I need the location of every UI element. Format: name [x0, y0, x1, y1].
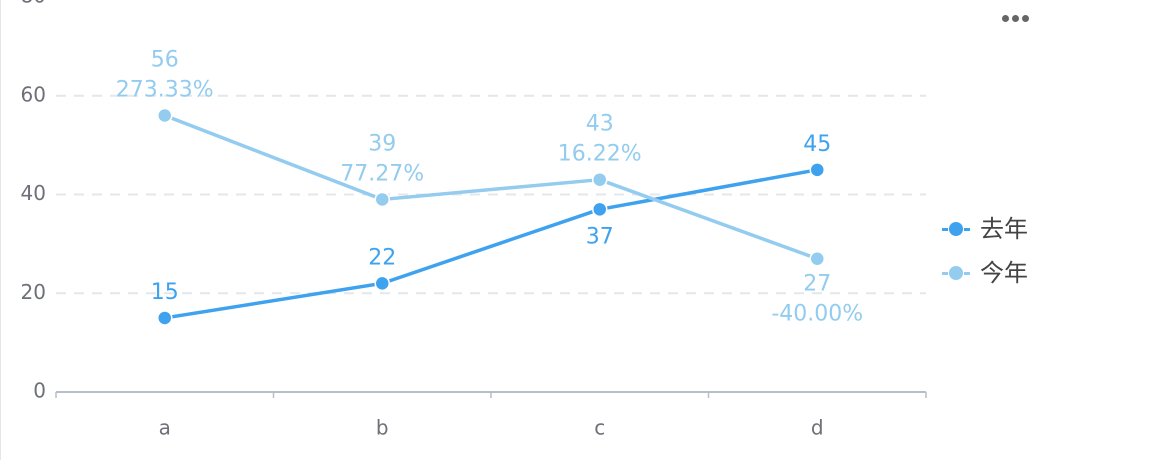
- data-point[interactable]: [809, 250, 825, 267]
- more-options-button[interactable]: [992, 6, 1038, 30]
- legend-label-this-year: 今年: [980, 259, 1028, 287]
- more-dot-icon: [1011, 14, 1019, 22]
- y-tick-label: 80: [21, 0, 46, 8]
- data-label: 37: [586, 224, 614, 249]
- y-tick-label: 20: [21, 280, 46, 304]
- data-point[interactable]: [592, 201, 608, 218]
- data-point[interactable]: [809, 162, 825, 178]
- y-tick-label: 60: [21, 82, 46, 106]
- legend-item-this-year[interactable]: 今年: [942, 258, 1028, 288]
- x-tick-label: c: [594, 416, 605, 440]
- data-point[interactable]: [374, 191, 390, 208]
- data-label: 43: [586, 112, 614, 137]
- chart-legend: 去年 今年: [942, 214, 1028, 288]
- more-dot-icon: [1021, 14, 1029, 22]
- data-point[interactable]: [157, 310, 173, 326]
- series-line-0: [163, 168, 819, 320]
- data-label: 45: [803, 132, 831, 157]
- data-point[interactable]: [592, 171, 608, 188]
- data-label: 56: [151, 48, 179, 73]
- data-point[interactable]: [374, 275, 390, 292]
- legend-this-year-marker-icon: [942, 266, 970, 280]
- change-label: 16.22%: [558, 142, 642, 167]
- series-line-1: [163, 113, 819, 261]
- x-tick-label: d: [811, 416, 824, 440]
- legend-label-last-year: 去年: [980, 215, 1028, 243]
- change-label: 273.33%: [116, 78, 214, 103]
- change-label: -40.00%: [771, 302, 863, 327]
- x-tick-label: b: [376, 416, 389, 440]
- y-tick-label: 0: [33, 379, 46, 403]
- legend-item-last-year[interactable]: 去年: [942, 214, 1028, 244]
- left-border: [0, 0, 1, 460]
- x-tick-label: a: [159, 416, 171, 440]
- data-label: 39: [368, 131, 396, 156]
- data-label: 15: [151, 280, 179, 305]
- change-label: 77.27%: [340, 161, 424, 186]
- data-label: 22: [368, 245, 396, 270]
- y-tick-label: 40: [21, 181, 46, 205]
- data-label: 27: [803, 272, 831, 297]
- legend-last-year-marker-icon: [942, 222, 970, 236]
- data-point[interactable]: [157, 107, 173, 124]
- more-dot-icon: [1001, 14, 1009, 22]
